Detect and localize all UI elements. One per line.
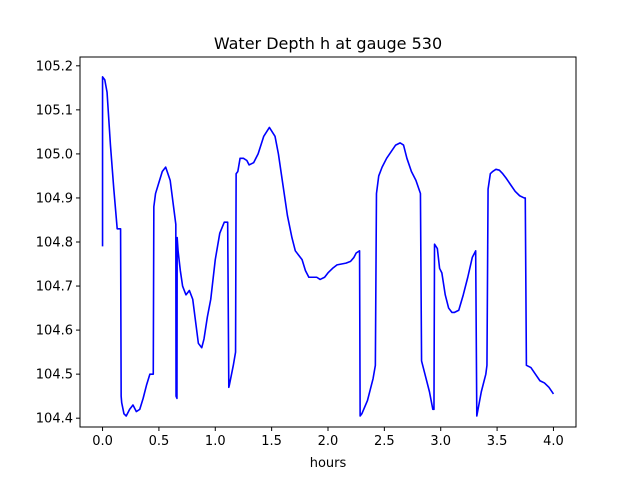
y-tick-label: 104.5 — [36, 368, 73, 383]
y-tick-label: 104.8 — [36, 236, 73, 251]
x-tick-label: 2.0 — [318, 434, 339, 449]
y-tick-label: 105.2 — [36, 59, 73, 74]
y-tick-label: 105.0 — [36, 147, 73, 162]
y-tick-label: 104.9 — [36, 191, 73, 206]
y-tick-label: 104.7 — [36, 280, 73, 295]
x-axis-ticks: 0.0 0.5 1.0 1.5 2.0 2.5 3.0 3.5 4.0 — [92, 427, 564, 449]
x-axis-label: hours — [310, 456, 347, 471]
series-layer — [101, 76, 555, 417]
series-line-1 — [101, 76, 555, 417]
x-tick-label: 4.0 — [543, 434, 564, 449]
x-tick-label: 3.5 — [487, 434, 508, 449]
x-tick-label: 3.0 — [430, 434, 451, 449]
plot-area — [80, 57, 576, 427]
y-axis-ticks: 104.4 104.5 104.6 104.7 104.8 104.9 105.0 105.1… — [36, 59, 80, 427]
x-tick-label: 1.5 — [261, 434, 282, 449]
y-tick-label: 104.4 — [36, 412, 73, 427]
chart-title: Water Depth h at gauge 530 — [214, 34, 442, 53]
x-tick-label: 0.5 — [149, 434, 170, 449]
x-tick-label: 1.0 — [205, 434, 226, 449]
y-tick-label: 104.6 — [36, 324, 73, 339]
x-tick-label: 0.0 — [92, 434, 113, 449]
y-tick-label: 105.1 — [36, 103, 73, 118]
x-tick-label: 2.5 — [374, 434, 395, 449]
